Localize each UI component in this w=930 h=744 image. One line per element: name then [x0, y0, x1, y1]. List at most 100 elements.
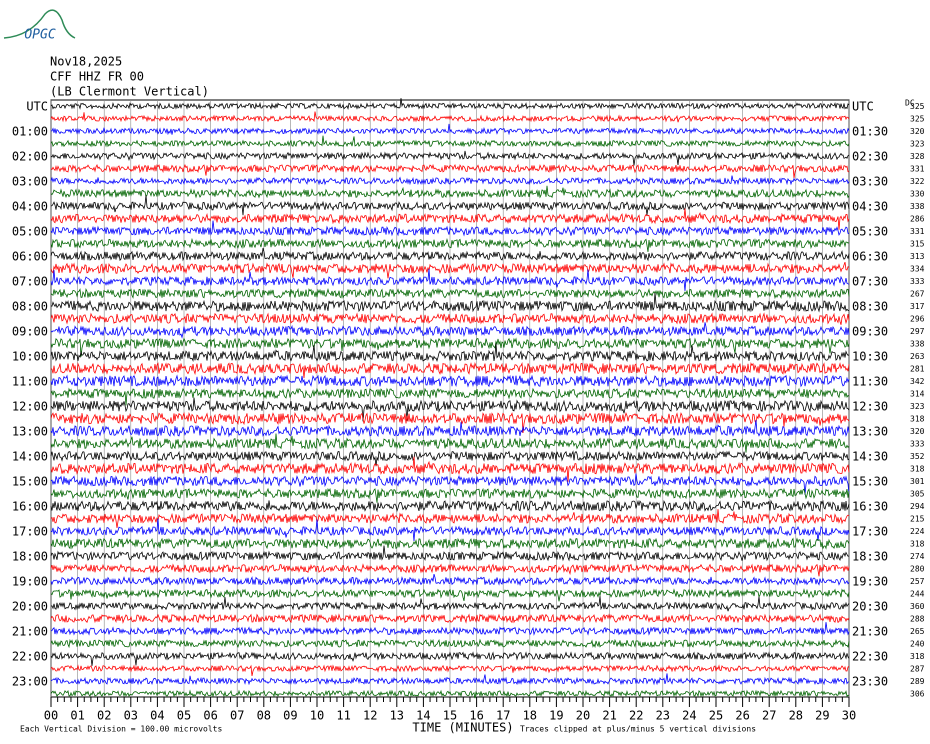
trace	[50, 312, 850, 325]
x-tick-label: 02	[97, 709, 111, 723]
dc-offset: 274	[910, 552, 925, 561]
right-time-label: 21:30	[852, 625, 888, 639]
location: (LB Clermont Vertical)	[50, 85, 209, 99]
date: Nov18,2025	[50, 55, 122, 69]
trace	[50, 473, 850, 495]
dc-offset: 301	[910, 477, 925, 486]
right-time-label: 12:30	[852, 400, 888, 414]
trace	[50, 185, 850, 199]
right-time-label: 04:30	[852, 200, 888, 214]
right-time-label: 06:30	[852, 250, 888, 264]
dc-offset: 320	[910, 427, 925, 436]
left-time-label: 13:00	[12, 425, 48, 439]
trace	[50, 651, 850, 666]
dc-offset: 323	[910, 402, 925, 411]
trace	[50, 237, 850, 252]
x-tick-label: 00	[44, 709, 58, 723]
trace	[50, 261, 850, 279]
dc-offset: 297	[910, 327, 925, 336]
dc-offset: 314	[910, 390, 925, 399]
scale-note: Each Vertical Division = 100.00 microvol…	[20, 725, 222, 734]
right-time-label: 13:30	[852, 425, 888, 439]
trace	[50, 287, 850, 300]
x-tick-label: 29	[815, 709, 829, 723]
dc-offset: 315	[910, 240, 925, 249]
x-tick-label: 06	[203, 709, 217, 723]
trace	[50, 292, 850, 313]
trace	[50, 343, 850, 363]
right-time-label: 23:30	[852, 675, 888, 689]
dc-offset: 318	[910, 415, 925, 424]
left-time-label: 15:00	[12, 475, 48, 489]
dc-offset: 318	[910, 465, 925, 474]
right-time-label: 07:30	[852, 275, 888, 289]
trace	[50, 563, 850, 577]
dc-offset: 263	[910, 352, 925, 361]
trace	[50, 150, 850, 166]
trace	[50, 673, 850, 686]
dc-offset: 224	[910, 527, 925, 536]
x-tick-label: 19	[549, 709, 563, 723]
x-tick-label: 16	[469, 709, 483, 723]
station: CFF HHZ FR 00	[50, 70, 144, 84]
dc-offset: 240	[910, 640, 925, 649]
dc-offset: 313	[910, 252, 925, 261]
x-tick-label: 20	[576, 709, 590, 723]
right-time-label: 08:30	[852, 300, 888, 314]
left-time-label: 20:00	[12, 600, 48, 614]
dc-offset: 265	[910, 627, 925, 636]
dc-offset: 294	[910, 502, 925, 511]
right-time-label: 19:30	[852, 575, 888, 589]
x-tick-label: 28	[789, 709, 803, 723]
right-time-label: 15:30	[852, 475, 888, 489]
dc-offset: 322	[910, 177, 925, 186]
left-time-label: 06:00	[12, 250, 48, 264]
trace	[50, 588, 850, 602]
left-time-label: UTC	[26, 100, 48, 114]
left-time-label: 03:00	[12, 175, 48, 189]
trace	[50, 509, 850, 528]
left-time-label: 05:00	[12, 225, 48, 239]
dc-offset: 288	[910, 615, 925, 624]
left-time-label: 10:00	[12, 350, 48, 364]
x-tick-label: 18	[523, 709, 537, 723]
trace	[50, 111, 850, 123]
left-time-label: 08:00	[12, 300, 48, 314]
right-time-label: 05:30	[852, 225, 888, 239]
x-tick-label: 15	[443, 709, 457, 723]
trace	[50, 135, 850, 148]
x-tick-label: 17	[496, 709, 510, 723]
x-tick-label: 25	[709, 709, 723, 723]
dc-offset: 215	[910, 515, 925, 524]
trace	[50, 537, 850, 550]
trace	[50, 208, 850, 230]
trace	[50, 433, 850, 453]
right-time-label: 14:30	[852, 450, 888, 464]
left-time-label: 01:00	[12, 125, 48, 139]
dc-offset: 338	[910, 202, 925, 211]
dc-offset: 286	[910, 215, 925, 224]
dc-offset: 338	[910, 340, 925, 349]
dc-offset: 334	[910, 265, 925, 274]
left-time-label: 17:00	[12, 525, 48, 539]
left-time-label: 18:00	[12, 550, 48, 564]
trace	[50, 337, 850, 357]
trace	[50, 123, 850, 136]
x-axis-label: TIME (MINUTES)	[412, 721, 513, 735]
dc-offset: 267	[910, 290, 925, 299]
right-time-label: UTC	[852, 100, 874, 114]
right-time-label: 10:30	[852, 350, 888, 364]
trace	[50, 638, 850, 649]
trace	[50, 247, 850, 262]
x-tick-label: 23	[656, 709, 670, 723]
left-time-label: 12:00	[12, 400, 48, 414]
trace	[50, 268, 850, 291]
dc-offset: 317	[910, 302, 925, 311]
x-tick-label: 07	[230, 709, 244, 723]
trace	[50, 518, 850, 542]
trace	[50, 689, 850, 699]
x-tick-label: 27	[762, 709, 776, 723]
dc-offset: 330	[910, 190, 925, 199]
right-time-label: 11:30	[852, 375, 888, 389]
